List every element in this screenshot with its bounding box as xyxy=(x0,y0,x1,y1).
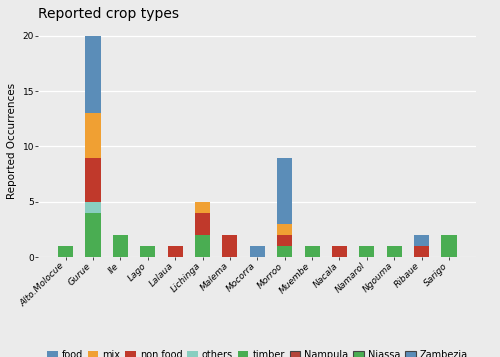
Bar xyxy=(277,157,292,224)
Bar xyxy=(414,235,429,246)
Bar xyxy=(277,224,292,235)
Bar xyxy=(250,246,265,257)
Bar xyxy=(86,157,100,202)
Bar xyxy=(195,235,210,257)
Bar xyxy=(58,246,73,257)
Text: Reported crop types: Reported crop types xyxy=(38,7,179,21)
Bar xyxy=(168,246,182,257)
Bar xyxy=(222,235,238,257)
Bar xyxy=(414,246,429,257)
Bar xyxy=(277,246,292,257)
Bar xyxy=(86,36,100,113)
Bar xyxy=(195,202,210,213)
Bar xyxy=(140,246,156,257)
Bar xyxy=(386,246,402,257)
Bar xyxy=(304,246,320,257)
Bar xyxy=(86,113,100,157)
Bar xyxy=(86,202,100,213)
Bar xyxy=(360,246,374,257)
Bar xyxy=(86,213,100,257)
Bar xyxy=(277,235,292,246)
Bar xyxy=(442,235,456,257)
Bar xyxy=(332,246,347,257)
Y-axis label: Reported Occurrences: Reported Occurrences xyxy=(7,83,17,199)
Legend: food, mix, non.food, others, timber, Nampula, Niassa, Zambezia: food, mix, non.food, others, timber, Nam… xyxy=(47,350,468,357)
Bar xyxy=(195,213,210,235)
Bar xyxy=(113,235,128,257)
